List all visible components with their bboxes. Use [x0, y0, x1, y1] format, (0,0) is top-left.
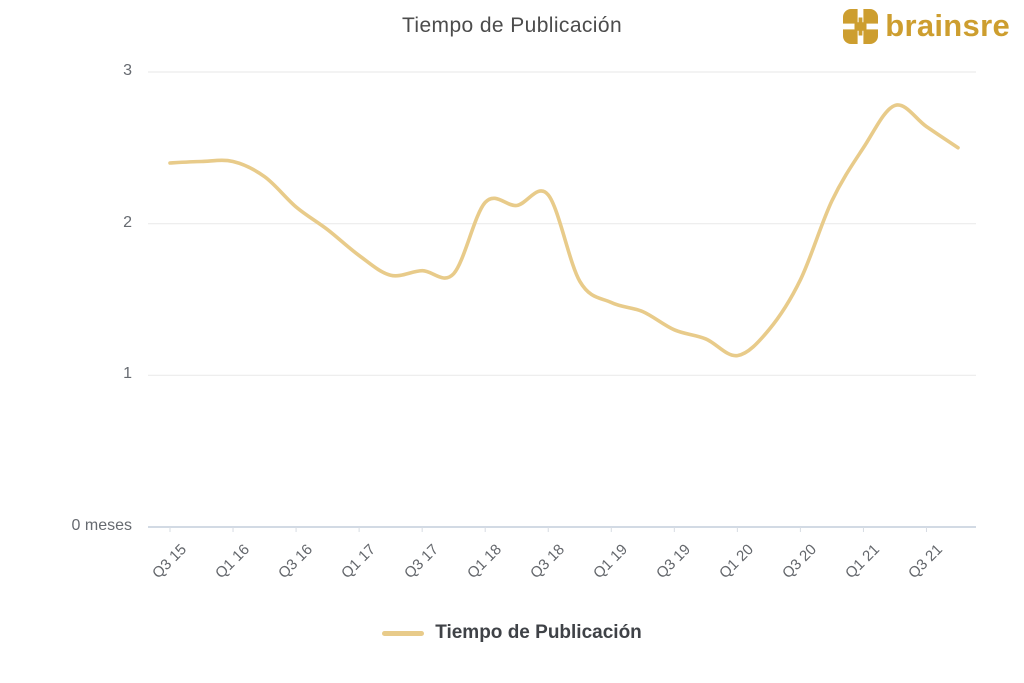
- series-line[interactable]: [168, 103, 960, 358]
- plot-canvas: [148, 71, 976, 532]
- legend[interactable]: Tiempo de Publicación: [0, 622, 1024, 644]
- y-axis-label: 3: [123, 62, 132, 80]
- brand-icon: [843, 8, 879, 44]
- brand-logo: brainsre: [843, 8, 1010, 44]
- chart-title: Tiempo de Publicación: [401, 14, 623, 37]
- chart-area: 0 meses 1 2 3 Q3 15 Q1 16 Q3 16 Q1 17 Q3 17 Q1 1…: [71, 62, 976, 582]
- y-axis-label: 1: [123, 365, 132, 383]
- y-axis-label: 0 meses: [71, 517, 132, 535]
- legend-label: Tiempo de Publicación: [435, 622, 642, 643]
- y-axis-label: 2: [123, 213, 132, 231]
- brand-wordmark: brainsre: [885, 8, 1010, 43]
- legend-swatch: [382, 630, 425, 636]
